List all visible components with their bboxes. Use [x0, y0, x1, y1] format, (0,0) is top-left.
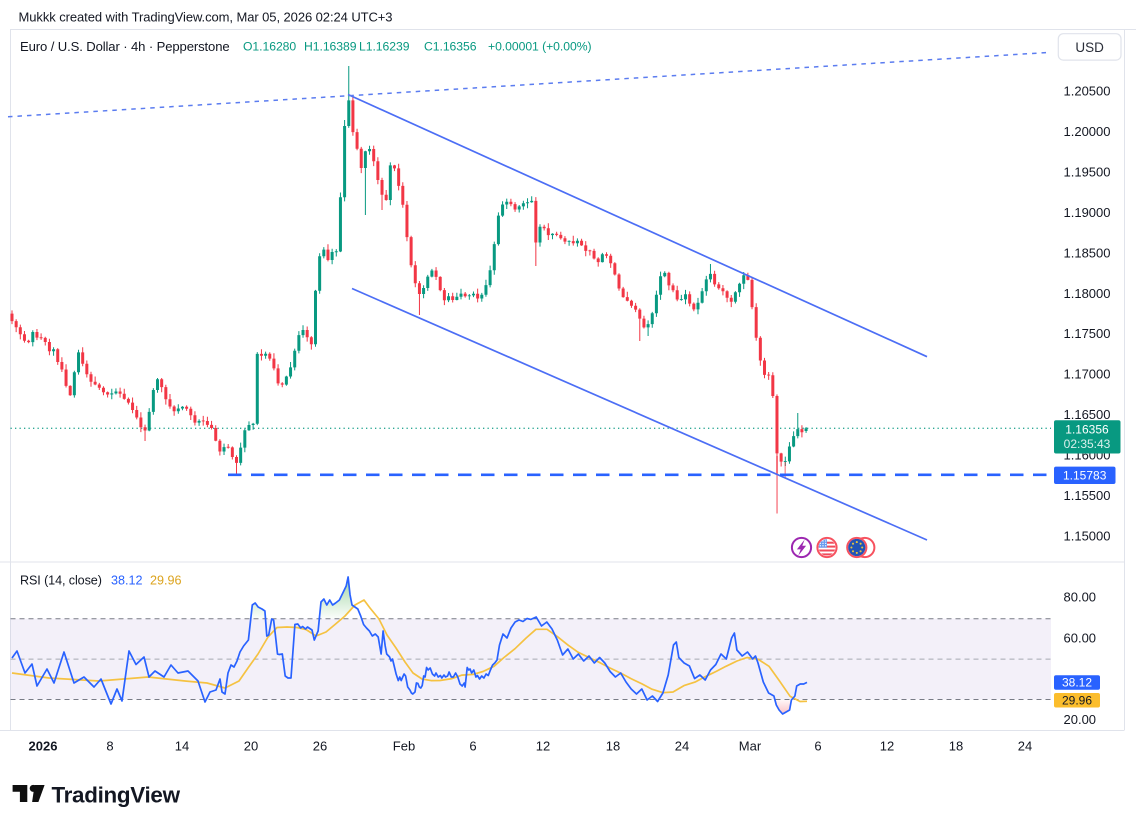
svg-text:Mar: Mar — [739, 739, 762, 754]
svg-text:14: 14 — [175, 739, 189, 754]
svg-text:+0.00001 (+0.00%): +0.00001 (+0.00%) — [488, 40, 592, 54]
svg-text:1.15783: 1.15783 — [1063, 468, 1107, 482]
svg-text:20: 20 — [244, 739, 258, 754]
svg-text:26: 26 — [313, 739, 327, 754]
svg-text:24: 24 — [675, 739, 689, 754]
svg-text:C1.16356: C1.16356 — [424, 40, 477, 54]
svg-text:1.17000: 1.17000 — [1064, 367, 1111, 382]
svg-text:12: 12 — [536, 739, 550, 754]
svg-text:6: 6 — [814, 739, 821, 754]
svg-text:1.18000: 1.18000 — [1064, 286, 1111, 301]
svg-text:1.15000: 1.15000 — [1064, 529, 1111, 544]
svg-text:02:35:43: 02:35:43 — [1064, 437, 1111, 451]
svg-text:L1.16239: L1.16239 — [359, 40, 410, 54]
svg-text:USD: USD — [1075, 40, 1104, 55]
svg-text:1.17500: 1.17500 — [1064, 326, 1111, 341]
svg-text:1.18500: 1.18500 — [1064, 245, 1111, 260]
svg-text:8: 8 — [106, 739, 113, 754]
svg-text:38.12: 38.12 — [111, 574, 143, 588]
svg-text:18: 18 — [606, 739, 620, 754]
svg-text:Feb: Feb — [393, 739, 415, 754]
svg-text:1.20500: 1.20500 — [1064, 84, 1111, 99]
svg-text:RSI (14, close): RSI (14, close) — [20, 574, 102, 588]
svg-text:29.96: 29.96 — [1062, 693, 1092, 707]
svg-text:1.19000: 1.19000 — [1064, 205, 1111, 220]
svg-text:Euro / U.S. Dollar · 4h · Pepp: Euro / U.S. Dollar · 4h · Pepperstone — [20, 39, 230, 54]
svg-text:1.16356: 1.16356 — [1065, 423, 1109, 437]
svg-text:2026: 2026 — [29, 739, 58, 754]
svg-text:TradingView: TradingView — [52, 783, 181, 808]
svg-text:18: 18 — [949, 739, 963, 754]
svg-text:12: 12 — [880, 739, 894, 754]
svg-text:24: 24 — [1018, 739, 1032, 754]
svg-text:29.96: 29.96 — [150, 574, 182, 588]
svg-text:60.00: 60.00 — [1064, 631, 1097, 646]
svg-text:H1.16389: H1.16389 — [304, 40, 357, 54]
svg-text:80.00: 80.00 — [1064, 590, 1097, 605]
svg-text:Mukkk created with TradingView: Mukkk created with TradingView.com, Mar … — [19, 10, 393, 25]
svg-text:38.12: 38.12 — [1062, 676, 1092, 690]
svg-text:1.20000: 1.20000 — [1064, 124, 1111, 139]
svg-text:6: 6 — [469, 739, 476, 754]
svg-text:1.16500: 1.16500 — [1064, 407, 1111, 422]
svg-text:1.15500: 1.15500 — [1064, 488, 1111, 503]
svg-text:O1.16280: O1.16280 — [243, 40, 296, 54]
svg-text:20.00: 20.00 — [1064, 712, 1097, 727]
svg-text:1.19500: 1.19500 — [1064, 164, 1111, 179]
